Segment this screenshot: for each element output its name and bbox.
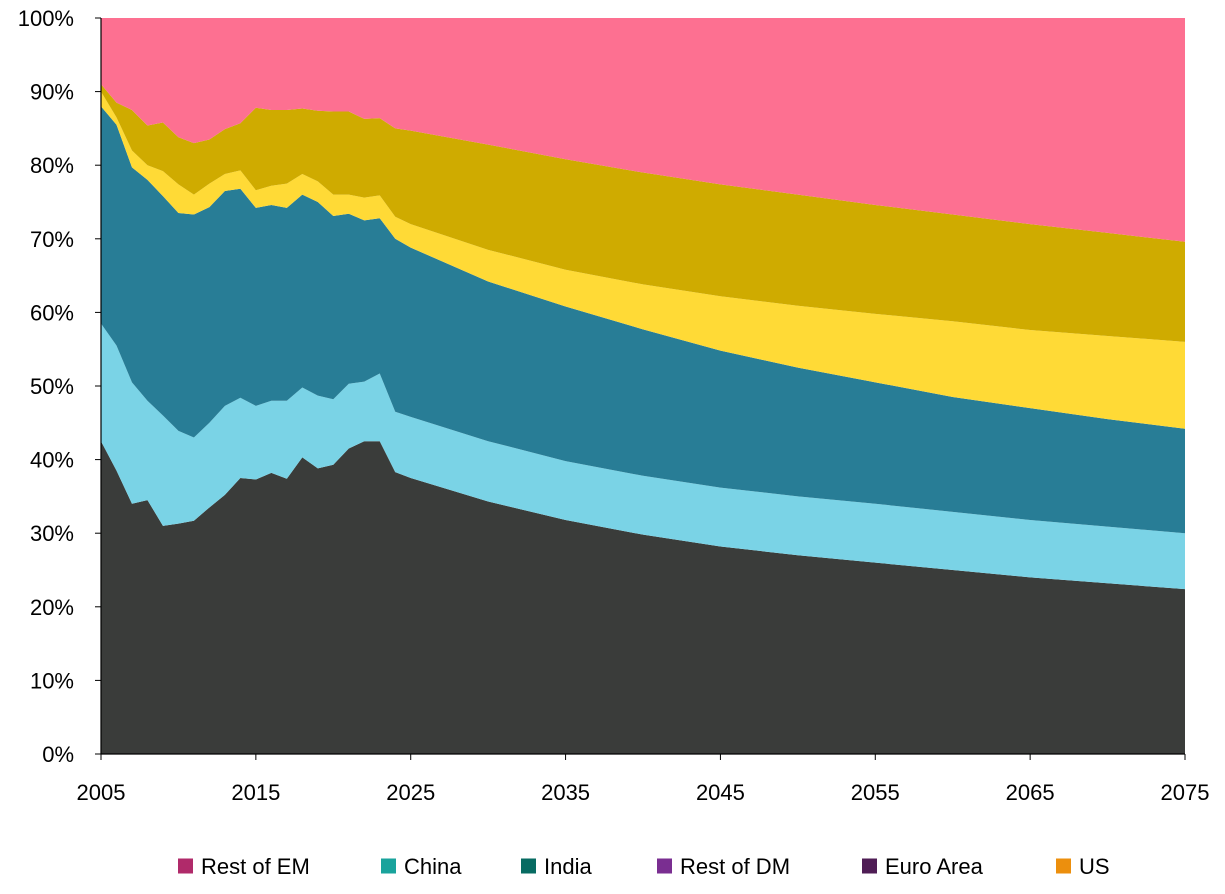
legend-label: Rest of DM bbox=[680, 854, 790, 879]
area-band-gold bbox=[101, 84, 1185, 342]
legend-label: China bbox=[404, 854, 462, 879]
legend-item: India bbox=[521, 854, 592, 879]
x-tick-label: 2075 bbox=[1161, 780, 1210, 805]
legend-item: Rest of DM bbox=[657, 854, 790, 879]
x-tick-label: 2025 bbox=[386, 780, 435, 805]
x-tick-label: 2065 bbox=[1006, 780, 1055, 805]
y-tick-label: 20% bbox=[30, 595, 74, 620]
legend-swatch bbox=[381, 858, 396, 874]
y-tick-label: 100% bbox=[18, 6, 74, 31]
y-tick-label: 10% bbox=[30, 668, 74, 693]
x-tick-label: 2015 bbox=[231, 780, 280, 805]
legend-swatch bbox=[1056, 858, 1071, 874]
plot-areas bbox=[101, 18, 1185, 754]
y-tick-label: 40% bbox=[30, 448, 74, 473]
x-tick-label: 2005 bbox=[77, 780, 126, 805]
area-band-pink bbox=[101, 18, 1185, 242]
x-tick-label: 2035 bbox=[541, 780, 590, 805]
y-tick-label: 0% bbox=[42, 742, 74, 767]
legend-label: Euro Area bbox=[885, 854, 984, 879]
y-tick-label: 90% bbox=[30, 80, 74, 105]
legend-swatch bbox=[178, 858, 193, 874]
y-tick-label: 70% bbox=[30, 227, 74, 252]
y-tick-label: 80% bbox=[30, 153, 74, 178]
legend: Rest of EM China India Rest of DM Euro Area U… bbox=[178, 854, 1110, 879]
y-tick-label: 50% bbox=[30, 374, 74, 399]
legend-item: China bbox=[381, 854, 462, 879]
y-tick-label: 30% bbox=[30, 521, 74, 546]
legend-label: US bbox=[1079, 854, 1110, 879]
x-tick-label: 2045 bbox=[696, 780, 745, 805]
legend-item: US bbox=[1056, 854, 1110, 879]
legend-item: Euro Area bbox=[862, 854, 984, 879]
area-band-teal bbox=[101, 106, 1185, 534]
legend-swatch bbox=[862, 858, 877, 874]
x-tick-label: 2055 bbox=[851, 780, 900, 805]
area-band-yellow bbox=[101, 91, 1185, 429]
legend-label: Rest of EM bbox=[201, 854, 310, 879]
area-band-dark bbox=[101, 441, 1185, 754]
area-band-light-blue bbox=[101, 323, 1185, 590]
legend-swatch bbox=[657, 858, 672, 874]
legend-swatch bbox=[521, 858, 536, 874]
axes: 0% 10% 20% 30% 40% 50% 60% 70% 80% 90% 100% 2005 201… bbox=[18, 6, 1210, 805]
y-tick-label: 60% bbox=[30, 300, 74, 325]
legend-label: India bbox=[544, 854, 592, 879]
legend-item: Rest of EM bbox=[178, 854, 310, 879]
